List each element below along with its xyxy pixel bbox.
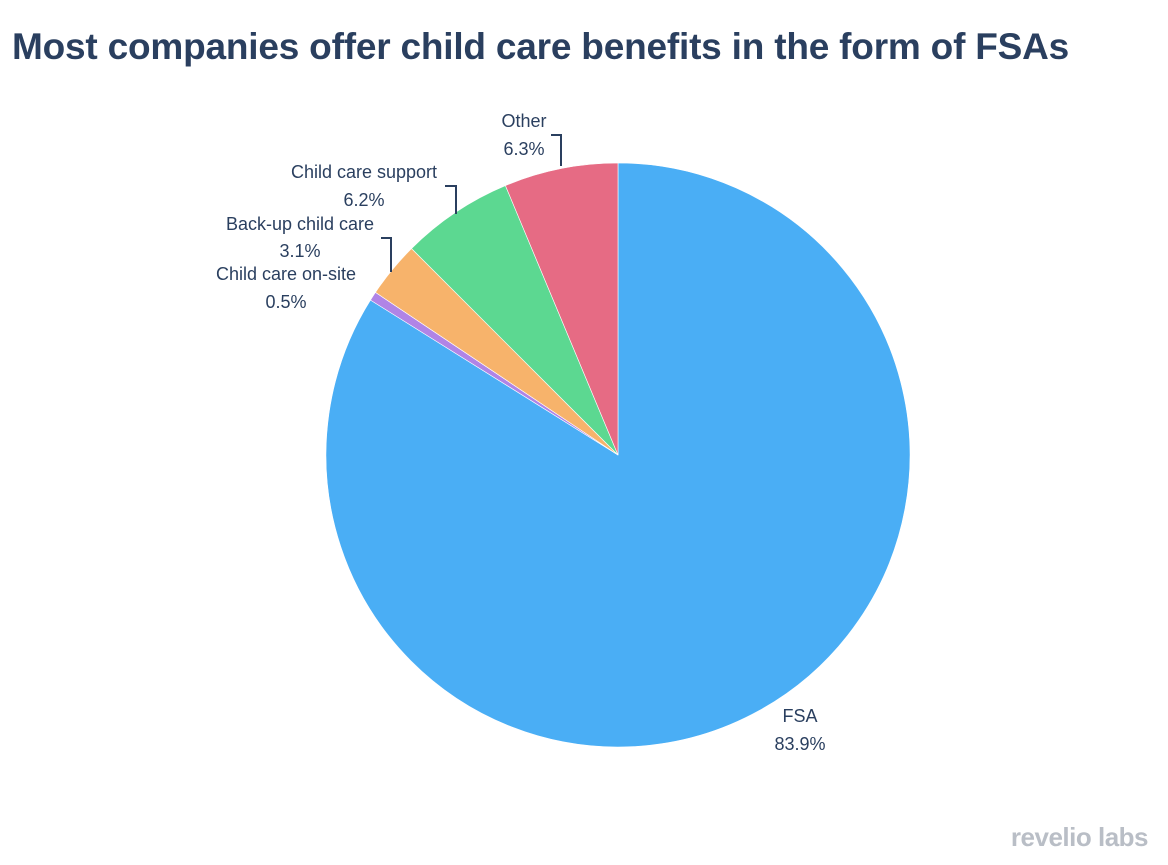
slice-value-child-care-support: 6.2% bbox=[343, 190, 384, 210]
slice-label-fsa: FSA bbox=[782, 706, 817, 726]
chart-title: Most companies offer child care benefits… bbox=[12, 26, 1070, 67]
pie-slices bbox=[325, 162, 911, 748]
slice-label-other: Other bbox=[501, 111, 546, 131]
leader-line-child-care-support bbox=[445, 185, 457, 214]
slice-value-back-up-child-care: 3.1% bbox=[279, 241, 320, 261]
slice-value-fsa: 83.9% bbox=[774, 734, 825, 754]
revelio-labs-logo: revelio labs bbox=[1010, 822, 1149, 852]
slice-other[interactable] bbox=[505, 162, 619, 456]
leader-line-other bbox=[551, 134, 562, 166]
leader-line-back-up-child-care bbox=[381, 237, 392, 272]
slice-value-child-care-on-site: 0.5% bbox=[265, 292, 306, 312]
slice-labels: FSA 83.9% Child care on-site 0.5% Back-up ch… bbox=[216, 111, 826, 754]
slice-label-back-up-child-care: Back-up child care bbox=[226, 214, 374, 234]
slice-value-other: 6.3% bbox=[503, 139, 544, 159]
slice-label-child-care-on-site: Child care on-site bbox=[216, 264, 356, 284]
leader-lines bbox=[381, 134, 562, 272]
slice-label-child-care-support: Child care support bbox=[291, 162, 437, 182]
